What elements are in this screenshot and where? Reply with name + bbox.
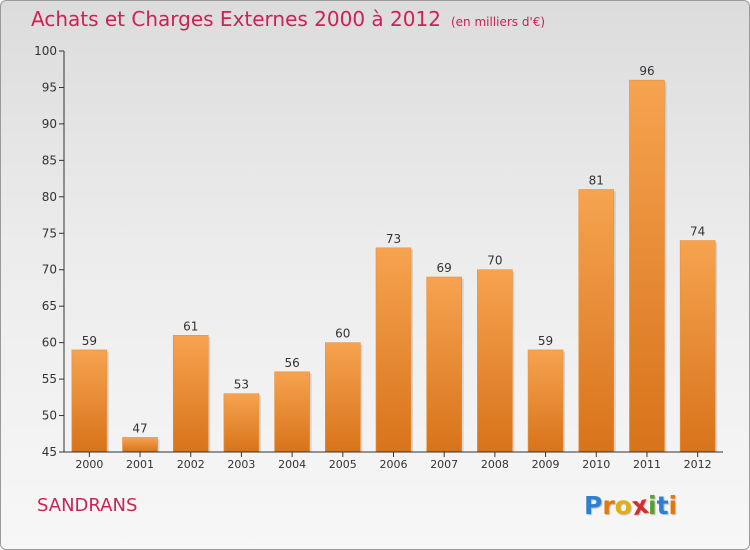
data-label-2012: 74 (690, 225, 705, 239)
logo-letter: t (656, 491, 669, 520)
logo-letter: o (614, 491, 632, 520)
y-tick-label: 50 (42, 409, 57, 423)
chart-title-text: Achats et Charges Externes 2000 à 2012 (31, 7, 441, 31)
bar-2007 (426, 276, 462, 453)
y-tick-label: 90 (42, 117, 57, 131)
bar-2012 (679, 240, 716, 453)
x-tick-label: 2011 (633, 458, 661, 471)
logo-letter: i (648, 491, 657, 520)
data-label-2010: 81 (589, 174, 604, 188)
data-label-2009: 59 (538, 334, 553, 348)
proxiti-logo: Proxiti (584, 490, 678, 521)
data-label-2003: 53 (234, 378, 249, 392)
y-tick-label: 80 (42, 190, 57, 204)
logo-letter: r (602, 491, 615, 520)
y-tick-label: 45 (42, 445, 57, 459)
x-tick-label: 2004 (278, 458, 306, 471)
bar-2004 (274, 371, 310, 453)
y-tick-label: 85 (42, 153, 57, 167)
x-tick-label: 2001 (126, 458, 154, 471)
y-tick-label: 65 (42, 299, 57, 313)
y-tick-label: 70 (42, 263, 57, 277)
y-tick-label: 60 (42, 336, 57, 350)
bar-2001 (122, 437, 158, 453)
x-tick-label: 2008 (481, 458, 509, 471)
logo-letter: i (668, 491, 678, 520)
chart-subtitle: (en milliers d'€) (450, 15, 546, 29)
data-label-2007: 69 (437, 261, 452, 275)
x-tick-label: 2012 (684, 458, 712, 471)
bar-2005 (325, 342, 361, 453)
bar-2006 (375, 247, 412, 453)
bar-2002 (172, 335, 209, 453)
data-label-2000: 59 (82, 334, 97, 348)
bar-2000 (71, 349, 108, 453)
data-label-2011: 96 (639, 64, 654, 78)
bar-2011 (629, 79, 665, 453)
data-label-2005: 60 (335, 327, 350, 341)
bar-2008 (477, 269, 513, 453)
bar-2009 (527, 349, 564, 453)
y-tick-label: 55 (42, 372, 57, 386)
y-tick-label: 75 (42, 226, 57, 240)
data-label-2006: 73 (386, 232, 401, 246)
data-label-2008: 70 (487, 254, 502, 268)
x-tick-label: 2000 (75, 458, 103, 471)
x-tick-label: 2009 (532, 458, 560, 471)
data-label-2001: 47 (132, 421, 147, 435)
x-tick-label: 2007 (430, 458, 458, 471)
x-tick-label: 2005 (329, 458, 357, 471)
y-tick-label: 100 (34, 44, 57, 58)
commune-name: SANDRANS (37, 495, 138, 516)
x-tick-label: 2006 (380, 458, 408, 471)
logo-letter: P (584, 491, 603, 520)
x-tick-label: 2002 (177, 458, 205, 471)
bar-2003 (223, 393, 260, 453)
y-tick-label: 95 (42, 80, 57, 94)
data-label-2002: 61 (183, 319, 198, 333)
x-tick-label: 2003 (227, 458, 255, 471)
bar-2010 (578, 189, 615, 453)
chart-title: Achats et Charges Externes 2000 à 2012 (e… (31, 7, 545, 31)
data-label-2004: 56 (284, 356, 299, 370)
x-tick-label: 2010 (582, 458, 610, 471)
